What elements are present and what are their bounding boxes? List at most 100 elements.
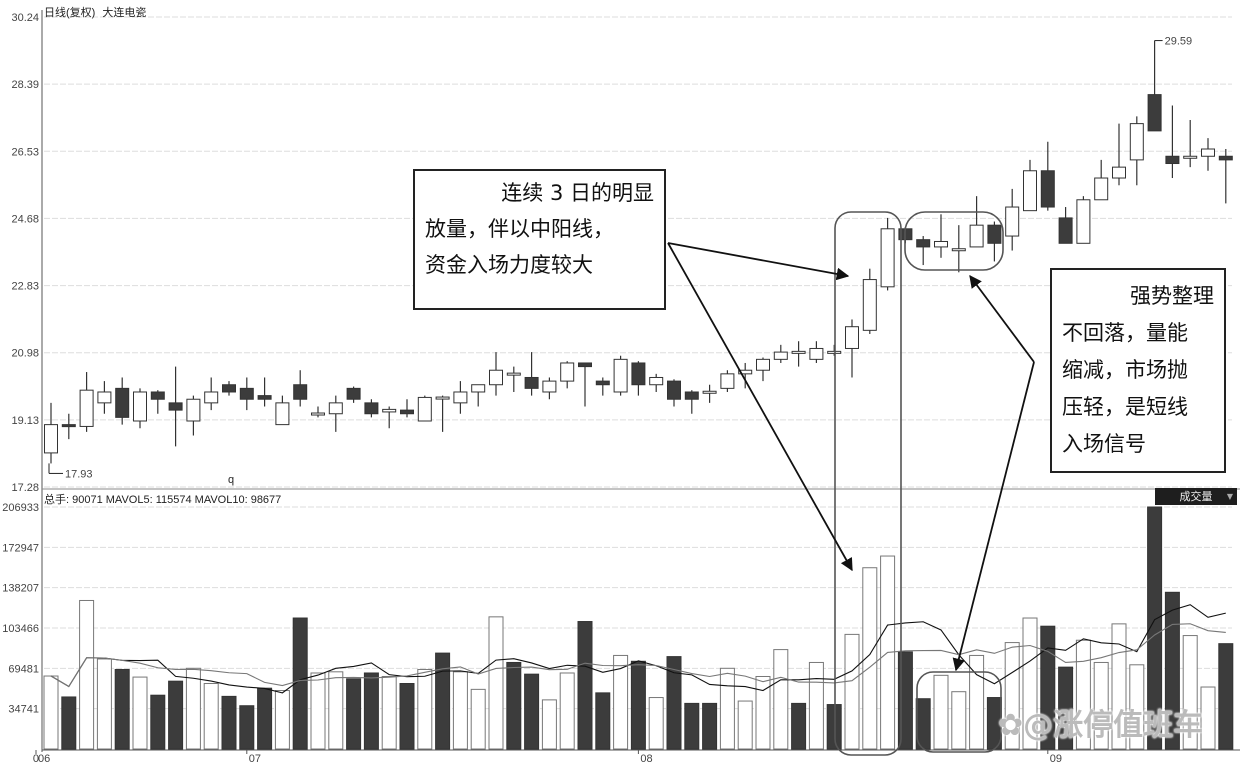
volume-bar-down xyxy=(221,695,237,750)
volume-tick-label: 138207 xyxy=(2,583,39,595)
candle-up xyxy=(471,384,486,393)
candle-up xyxy=(756,358,770,371)
volume-bar-up xyxy=(648,697,664,750)
candle-up xyxy=(969,224,984,248)
volume-bar-up xyxy=(203,683,219,750)
candle-up xyxy=(275,402,290,426)
volume-tick-label: 172947 xyxy=(2,542,39,554)
x-tick-label: 07 xyxy=(249,753,261,765)
volume-bar-up xyxy=(1111,623,1127,750)
arrow-to-consolidation xyxy=(969,274,1035,363)
candle-up xyxy=(702,390,717,394)
volume-bar-down xyxy=(577,621,593,750)
volume-bar-up xyxy=(1129,664,1145,750)
candle-down xyxy=(61,424,76,428)
candle-up xyxy=(79,389,94,427)
candlesticks xyxy=(44,40,1233,464)
highlight-consolidation xyxy=(904,211,1004,271)
candle-up xyxy=(773,351,788,360)
candle-up xyxy=(133,391,147,422)
candle-up xyxy=(738,369,753,375)
volume-bar-down xyxy=(702,702,718,750)
candle-up xyxy=(560,362,575,382)
volume-bar-down xyxy=(363,672,379,750)
volume-bar-down xyxy=(595,692,611,750)
volume-bar-up xyxy=(417,668,433,750)
volume-bar-up xyxy=(310,672,326,750)
volume-bar-up xyxy=(1093,661,1109,750)
volume-bar-up xyxy=(470,688,486,750)
candle-up xyxy=(1129,123,1144,161)
max-price-label: 29.59 xyxy=(1165,36,1193,48)
price-tick-label: 22.83 xyxy=(11,281,39,293)
indicator-select[interactable]: 成交量 ▼ xyxy=(1155,488,1237,505)
price-tick-label: 17.28 xyxy=(11,482,39,494)
price-tick-label: 20.98 xyxy=(11,348,39,360)
candle-up xyxy=(1183,155,1198,159)
price-tick-label: 28.39 xyxy=(11,79,39,91)
extreme-labels: 29.59 17.93 xyxy=(48,36,1193,480)
candle-up xyxy=(649,376,664,386)
total-volume: 总手: 90071 xyxy=(44,494,103,506)
x-tick-label: 09 xyxy=(1050,753,1062,765)
candle-down xyxy=(667,380,681,400)
candle-up xyxy=(809,347,824,360)
volume-bar-up xyxy=(1004,642,1020,750)
volume-bar-up xyxy=(862,567,878,750)
stock-name: 大连电瓷 xyxy=(102,7,147,19)
candle-down xyxy=(987,224,1002,244)
highlight-volume-shrink xyxy=(916,671,1002,753)
volume-bar-up xyxy=(132,676,148,750)
candle-down xyxy=(239,387,254,400)
candle-up xyxy=(1076,199,1091,244)
annotation-box-volume-surge: 连续 3 日的明显 放量，伴以中阳线， 资金入场力度较大 xyxy=(413,169,666,310)
volume-bar-down xyxy=(666,656,682,750)
candle-up xyxy=(613,358,628,393)
volume-bar-down xyxy=(897,651,913,750)
candle-up xyxy=(951,248,966,252)
candle-up xyxy=(204,391,219,404)
candle-down xyxy=(595,380,610,386)
candle-down xyxy=(293,384,308,400)
volume-bar-down xyxy=(61,696,77,750)
candle-up xyxy=(489,369,503,386)
annotation-line: 不回落，量能 xyxy=(1062,321,1188,345)
candle-up xyxy=(542,380,557,393)
volume-bar-up xyxy=(933,674,949,750)
candle-up xyxy=(186,398,201,422)
candle-down xyxy=(1147,94,1162,132)
candle-up xyxy=(880,228,895,288)
x-axis-labels: 06 07 08 09 xyxy=(35,750,1062,765)
price-tick-label: 24.68 xyxy=(11,213,39,225)
annotation-arrows xyxy=(667,242,1035,672)
arrow-to-volume xyxy=(667,242,853,572)
candle-up xyxy=(417,396,432,422)
volume-bar-up xyxy=(185,667,201,750)
candle-down xyxy=(1165,155,1180,165)
volume-bar-up xyxy=(755,675,771,750)
highlight-shapes xyxy=(834,211,1004,756)
candle-down xyxy=(524,376,539,389)
candle-up xyxy=(435,396,450,400)
mavol5-value: MAVOL5: 115574 xyxy=(105,494,192,506)
mavol5-line xyxy=(50,604,1226,694)
annotation-line: 资金入场力度较大 xyxy=(425,253,593,277)
volume-bar-down xyxy=(168,680,184,750)
candle-down xyxy=(346,387,361,400)
volume-bar-up xyxy=(844,633,860,750)
candle-down xyxy=(916,239,931,248)
candle-up xyxy=(506,372,521,376)
mavol10-line xyxy=(50,623,1226,688)
annotation-line: 连续 3 日的明显 xyxy=(501,181,654,205)
candle-up xyxy=(1023,170,1037,212)
price-tick-label: 30.24 xyxy=(11,12,39,24)
volume-bar-down xyxy=(292,617,308,750)
volume-tick-label: 34741 xyxy=(8,704,39,716)
volume-bar-up xyxy=(488,616,504,750)
volume-bar-up xyxy=(559,672,575,750)
candle-down xyxy=(400,409,414,415)
volume-bar-down xyxy=(399,683,415,750)
watermark: ✿@涨停值班车 xyxy=(998,700,1203,744)
candle-up xyxy=(1094,177,1109,201)
candle-down xyxy=(168,402,183,411)
